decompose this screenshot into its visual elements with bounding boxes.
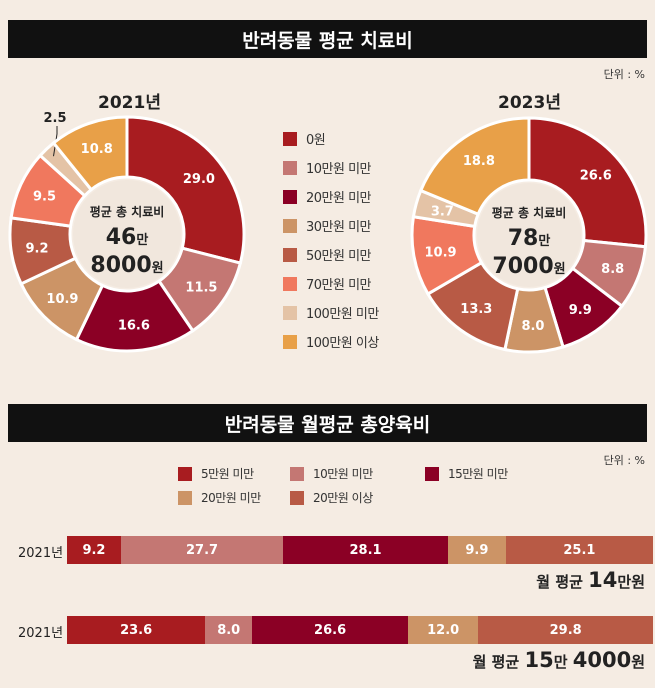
slice-label: 8.0 bbox=[521, 319, 544, 334]
donut-slice bbox=[418, 116, 531, 217]
donut-slice bbox=[125, 115, 246, 265]
legend-label: 10만원 미만 bbox=[306, 162, 372, 177]
legend-swatch bbox=[283, 334, 297, 349]
legend-label: 50만원 미만 bbox=[306, 249, 372, 264]
legend-swatch bbox=[178, 466, 192, 481]
legend-label: 20만원 미만 bbox=[201, 491, 261, 505]
bottom-unit-label: 단위 : % bbox=[603, 454, 645, 467]
donut-2021-title: 2021년 bbox=[98, 93, 161, 113]
bar-total: 월 평균 15만 4000원 bbox=[472, 648, 645, 672]
donut-charts: 29.0 11.5 16.6 10.9 9.2 9.5 2.5 10.8 평균 총 치료비 46만… bbox=[8, 111, 648, 354]
legend-item: 30만원 미만 bbox=[283, 216, 372, 235]
legend-label: 30만원 미만 bbox=[306, 220, 372, 235]
legend-item: 20만원 미만 bbox=[283, 187, 372, 206]
legend-swatch bbox=[290, 466, 304, 481]
slice-label: 9.2 bbox=[26, 242, 49, 257]
slice-label: 11.5 bbox=[185, 280, 217, 295]
slice-label: 10.9 bbox=[425, 246, 457, 261]
legend-swatch bbox=[283, 218, 297, 233]
bar-total: 월 평균 14만원 bbox=[536, 568, 645, 592]
slice-label: 3.7 bbox=[431, 205, 454, 220]
bar-segment: 9.9 bbox=[447, 536, 506, 564]
legend-item: 15만원 미만 bbox=[425, 465, 508, 482]
bar-segment: 27.7 bbox=[120, 536, 284, 564]
legend-swatch bbox=[283, 305, 297, 320]
donut-slice bbox=[51, 115, 129, 192]
slice-label: 9.9 bbox=[569, 303, 592, 318]
legend-swatch bbox=[283, 189, 297, 204]
legend-label: 20만원 이상 bbox=[313, 491, 373, 505]
legend-item: 0원 bbox=[283, 129, 326, 148]
bar-segment: 28.1 bbox=[283, 536, 448, 564]
legend-label: 70만원 미만 bbox=[306, 278, 372, 293]
slice-label: 9.5 bbox=[33, 190, 56, 205]
center-value-line1: 46만 bbox=[106, 225, 149, 250]
bar-segment: 23.6 bbox=[67, 616, 206, 644]
slice-label: 26.6 bbox=[580, 169, 612, 184]
bar-segment: 8.0 bbox=[205, 616, 253, 644]
donut-center bbox=[73, 180, 181, 288]
legend-swatch bbox=[283, 276, 297, 291]
legend-item: 20만원 이상 bbox=[290, 489, 373, 506]
bar-row-label: 2021년 bbox=[18, 546, 64, 561]
legend-label: 100만원 이상 bbox=[306, 336, 379, 351]
leader-line bbox=[53, 126, 58, 157]
legend-item: 50만원 미만 bbox=[283, 245, 372, 264]
legend-label: 15만원 미만 bbox=[448, 467, 508, 481]
legend-item: 10만원 미만 bbox=[290, 465, 373, 482]
center-value-line2: 7000원 bbox=[492, 254, 565, 279]
legend-item: 20만원 미만 bbox=[178, 489, 261, 506]
slice-label: 18.8 bbox=[463, 154, 495, 169]
center-caption: 평균 총 치료비 bbox=[492, 205, 567, 220]
top-unit-label: 단위 : % bbox=[603, 68, 645, 81]
legend-swatch bbox=[178, 490, 192, 505]
bottom-section-title: 반려동물 월평균 총양육비 bbox=[8, 404, 647, 442]
legend-label: 10만원 미만 bbox=[313, 467, 373, 481]
legend-item: 100만원 이상 bbox=[283, 332, 379, 351]
bar-row-label: 2021년 bbox=[18, 626, 64, 641]
slice-label: 2.5 bbox=[43, 111, 66, 126]
legend-swatch bbox=[283, 131, 297, 146]
center-caption: 평균 총 치료비 bbox=[90, 204, 165, 219]
bar-segment: 12.0 bbox=[408, 616, 479, 644]
slice-label: 29.0 bbox=[183, 172, 215, 187]
legend-item: 10만원 미만 bbox=[283, 158, 372, 177]
top-section-title: 반려동물 평균 치료비 bbox=[8, 20, 647, 58]
legend-swatch bbox=[425, 466, 439, 481]
bar-segment: 29.8 bbox=[478, 616, 653, 644]
bar-segment: 25.1 bbox=[505, 536, 653, 564]
stacked-bar: 23.6 8.0 26.6 12.0 29.8 bbox=[67, 616, 653, 644]
donut-center bbox=[477, 183, 581, 287]
bar-segment: 26.6 bbox=[252, 616, 409, 644]
legend-swatch bbox=[290, 490, 304, 505]
legend-item: 70만원 미만 bbox=[283, 274, 372, 293]
slice-label: 16.6 bbox=[118, 319, 150, 334]
donut-2023-title: 2023년 bbox=[498, 93, 561, 113]
slice-label: 13.3 bbox=[460, 302, 492, 317]
legend-label: 100만원 미만 bbox=[306, 307, 379, 322]
legend-item: 100만원 미만 bbox=[283, 303, 379, 322]
legend-swatch bbox=[283, 160, 297, 175]
legend-item: 5만원 미만 bbox=[178, 465, 254, 482]
donut-slice bbox=[527, 116, 648, 249]
center-value-line1: 78만 bbox=[508, 226, 551, 251]
legend-label: 20만원 미만 bbox=[306, 191, 372, 206]
slice-label: 10.9 bbox=[46, 292, 78, 307]
slice-label: 8.8 bbox=[601, 262, 624, 277]
bar-segment: 9.2 bbox=[67, 536, 121, 564]
legend-label: 5만원 미만 bbox=[201, 467, 254, 481]
legend-swatch bbox=[283, 247, 297, 262]
legend-label: 0원 bbox=[306, 133, 326, 148]
center-value-line2: 8000원 bbox=[90, 253, 163, 278]
slice-label: 10.8 bbox=[81, 142, 113, 157]
stacked-bar: 9.2 27.7 28.1 9.9 25.1 bbox=[67, 536, 653, 564]
